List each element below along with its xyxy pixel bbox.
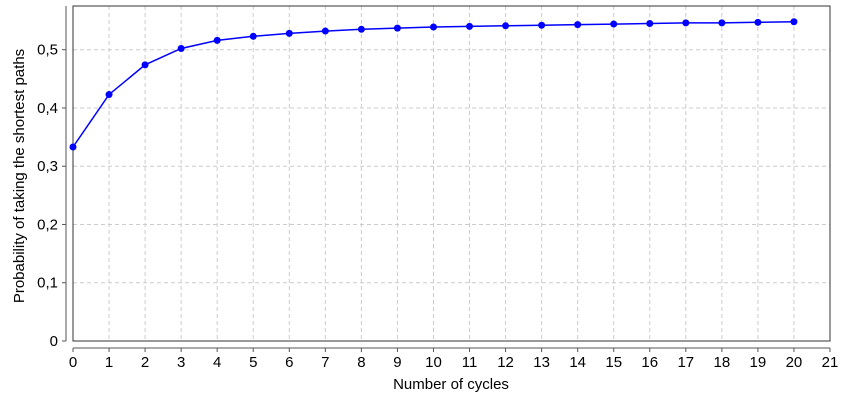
- data-point: [646, 19, 654, 27]
- x-tick-label: 9: [393, 354, 401, 371]
- data-point: [69, 143, 77, 151]
- x-tick-label: 4: [213, 354, 221, 371]
- x-tick-label: 8: [357, 354, 365, 371]
- x-tick-label: 1: [105, 354, 113, 371]
- data-point: [502, 22, 510, 30]
- data-point: [754, 18, 762, 26]
- y-axis-title: Probability of taking the shortest paths: [11, 49, 28, 303]
- x-tick-label: 21: [822, 354, 839, 371]
- data-point: [321, 27, 329, 35]
- x-tick-label: 12: [497, 354, 514, 371]
- x-tick-label: 14: [569, 354, 586, 371]
- y-tick-label: 0,5: [37, 42, 58, 59]
- data-point: [357, 25, 365, 33]
- data-point: [249, 32, 257, 40]
- y-tick-label: 0,4: [37, 100, 58, 117]
- plot-frame: [72, 5, 831, 342]
- x-tick-label: 18: [714, 354, 731, 371]
- data-point: [574, 21, 582, 29]
- data-point: [393, 24, 401, 32]
- data-point: [718, 19, 726, 27]
- data-point: [285, 29, 293, 37]
- x-tick-label: 19: [750, 354, 767, 371]
- data-point: [105, 91, 113, 99]
- data-point: [141, 61, 149, 69]
- data-point: [213, 36, 221, 44]
- y-tick-label: 0,3: [37, 158, 58, 175]
- tick-labels: 0 1 2 3 4 5 6 7 8 9 10 11 12 13 14 15 16 17 18 19 20 2100,10,…: [37, 42, 838, 371]
- x-tick-label: 13: [533, 354, 550, 371]
- series-layer: [69, 18, 798, 151]
- x-tick-label: 2: [141, 354, 149, 371]
- x-tick-label: 16: [641, 354, 658, 371]
- y-tick-label: 0,2: [37, 216, 58, 233]
- x-tick-label: 15: [605, 354, 622, 371]
- x-tick-label: 5: [249, 354, 257, 371]
- axes: [62, 5, 831, 352]
- data-point: [790, 18, 798, 26]
- x-axis-title: Number of cycles: [393, 376, 509, 393]
- x-tick-label: 17: [677, 354, 694, 371]
- data-point: [610, 20, 618, 28]
- y-tick-label: 0: [50, 333, 58, 350]
- data-point: [538, 21, 546, 29]
- x-tick-label: 6: [285, 354, 293, 371]
- x-tick-label: 11: [462, 354, 478, 371]
- data-point: [177, 45, 185, 53]
- data-point: [466, 22, 474, 30]
- x-tick-label: 20: [786, 354, 803, 371]
- grid-lines: [73, 6, 831, 341]
- x-tick-label: 10: [425, 354, 442, 371]
- data-point: [682, 19, 690, 27]
- data-point: [429, 23, 437, 31]
- y-tick-label: 0,1: [37, 275, 58, 292]
- x-tick-label: 3: [177, 354, 185, 371]
- x-tick-label: 0: [69, 354, 77, 371]
- x-tick-label: 7: [321, 354, 329, 371]
